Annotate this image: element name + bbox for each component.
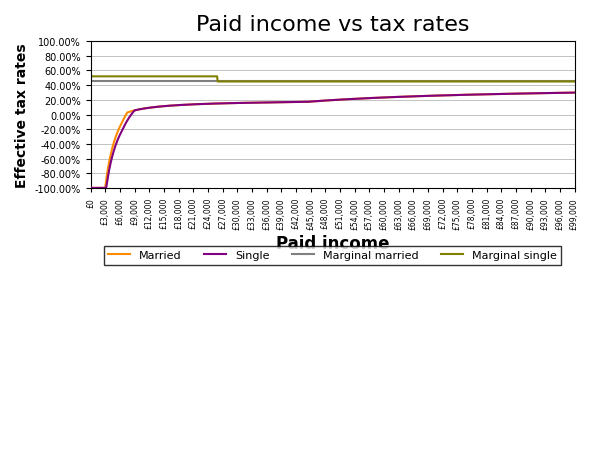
Title: Paid income vs tax rates: Paid income vs tax rates: [196, 15, 469, 35]
Legend: Married, Single, Marginal married, Marginal single: Married, Single, Marginal married, Margi…: [104, 246, 561, 265]
Y-axis label: Effective tax rates: Effective tax rates: [15, 43, 29, 188]
X-axis label: Paid income: Paid income: [276, 235, 389, 253]
